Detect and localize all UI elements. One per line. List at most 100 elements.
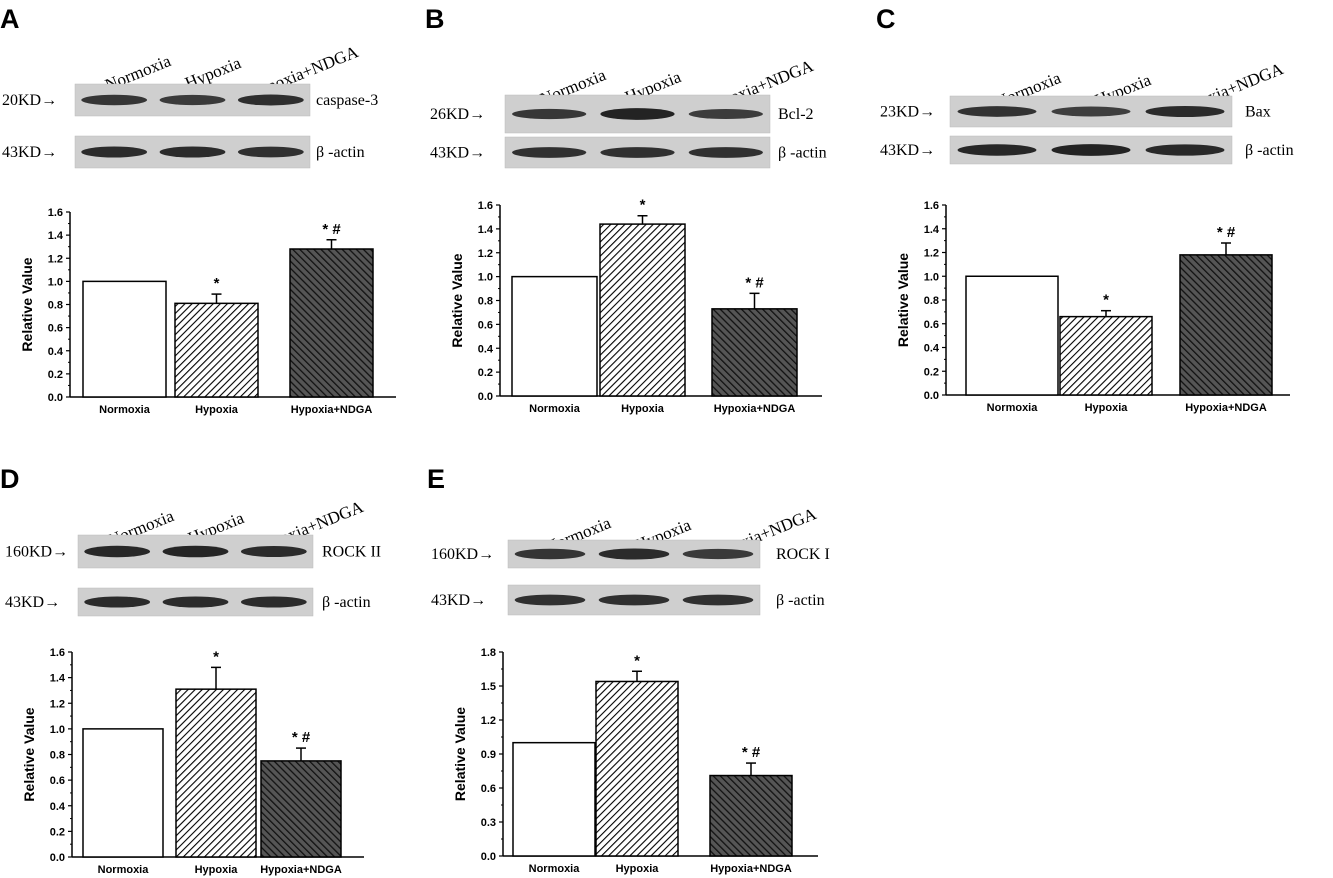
panel-c: C Normoxia Hypoxia Hypoxia+NDGA 23KD→ Bax 43KD… [876,4,1294,414]
y-axis-label: Relative Value [449,253,465,347]
molecular-weight-marker: 43KD→ [5,594,60,611]
blot-band [81,146,148,158]
y-tick-label: 1.6 [924,200,939,212]
blot-band [1051,106,1131,117]
y-axis-label: Relative Value [19,257,35,351]
y-axis-label: Relative Value [895,253,911,347]
molecular-weight-marker: 43KD→ [880,142,935,159]
y-tick-label: 0.4 [478,343,494,355]
y-tick-label: 1.2 [50,698,65,710]
blot-band [512,147,587,158]
blot-band [1051,144,1131,156]
y-tick-label: 1.4 [924,224,940,236]
protein-label: β -actin [316,144,365,161]
y-tick-label: 0.4 [48,346,64,358]
x-category-label: Hypoxia+NDGA [714,403,796,415]
protein-label: β -actin [1245,142,1294,159]
y-tick-label: 1.0 [50,724,65,736]
bar [260,760,342,858]
y-tick-label: 0.9 [481,749,496,761]
protein-label: Bcl-2 [778,106,814,123]
significance-marker: * # [745,274,764,291]
blot-band [162,545,229,558]
protein-label: β -actin [322,594,371,611]
panel-a: A Normoxia Hypoxia Hypoxia+NDGA 20KD→ caspase… [0,4,396,416]
panel-d: D Normoxia Hypoxia Hypoxia+NDGA 160KD→ ROCK I… [0,464,381,876]
blot-band [1145,144,1225,156]
blot-band [957,106,1037,117]
bar [965,275,1059,396]
protein-label: Bax [1245,104,1271,121]
blot-band [688,147,763,158]
y-tick-label: 0.6 [478,319,493,331]
panel-b: B Normoxia Hypoxia Hypoxia+NDGA 26KD→ Bcl-2 43… [425,4,827,415]
x-category-label: Hypoxia [1085,402,1129,414]
bar [82,728,164,858]
y-tick-label: 0.2 [50,826,65,838]
panel-letter: B [425,4,445,34]
x-category-label: Hypoxia+NDGA [291,404,373,416]
significance-marker: * # [1217,224,1236,241]
panel-letter: E [427,464,445,494]
y-tick-label: 1.0 [48,276,63,288]
y-tick-label: 0.6 [924,319,939,331]
blot-band [598,548,670,560]
bar [599,223,686,397]
x-category-label: Normoxia [98,864,150,876]
blot-band [512,108,587,120]
y-tick-label: 0.8 [48,300,63,312]
bar [289,248,374,398]
significance-marker: * # [292,729,311,746]
bar [1059,315,1153,396]
y-tick-label: 1.2 [48,253,63,265]
y-tick-label: 0.0 [48,392,63,404]
y-tick-label: 1.2 [481,715,496,727]
protein-label: β -actin [778,145,827,162]
bar [595,680,679,857]
blot-band [682,548,754,560]
molecular-weight-marker: 26KD→ [430,106,485,123]
bar [174,302,259,398]
blot-band [240,545,307,558]
panel-letter: A [0,4,20,34]
protein-label: ROCK II [322,544,381,561]
panel-letter: C [876,4,896,34]
y-tick-label: 1.4 [50,673,66,685]
blot-band [162,596,229,608]
y-tick-label: 1.4 [48,230,64,242]
blot-band [237,94,304,106]
significance-marker: * [214,275,220,292]
panel-letter: D [0,464,20,494]
y-tick-label: 1.2 [924,248,939,260]
y-tick-label: 1.6 [50,647,65,659]
x-category-label: Hypoxia+NDGA [710,863,792,875]
molecular-weight-marker: 43KD→ [431,592,486,609]
blot-band [600,108,675,120]
blot-band [81,94,148,106]
blot-band [84,545,151,558]
y-tick-label: 0.4 [50,801,66,813]
blot-band [957,144,1037,156]
blot-band [600,147,675,158]
x-category-label: Hypoxia+NDGA [1185,402,1267,414]
blot-band [159,146,226,158]
bar [175,688,257,858]
x-category-label: Normoxia [529,403,581,415]
y-tick-label: 0.2 [478,367,493,379]
blot-band [514,594,586,606]
y-axis-label: Relative Value [452,707,468,801]
significance-marker: * [640,197,646,214]
significance-marker: * # [742,744,761,761]
x-category-label: Hypoxia+NDGA [260,864,342,876]
bar [709,774,793,857]
y-axis-label: Relative Value [21,707,37,801]
y-tick-label: 1.0 [924,271,939,283]
y-tick-label: 0.6 [481,783,496,795]
y-tick-label: 0.3 [481,817,496,829]
y-tick-label: 0.0 [481,851,496,863]
blot-band [1145,105,1225,118]
y-tick-label: 0.6 [50,775,65,787]
y-tick-label: 0.6 [48,323,63,335]
y-tick-label: 0.8 [924,295,939,307]
x-category-label: Normoxia [99,404,151,416]
